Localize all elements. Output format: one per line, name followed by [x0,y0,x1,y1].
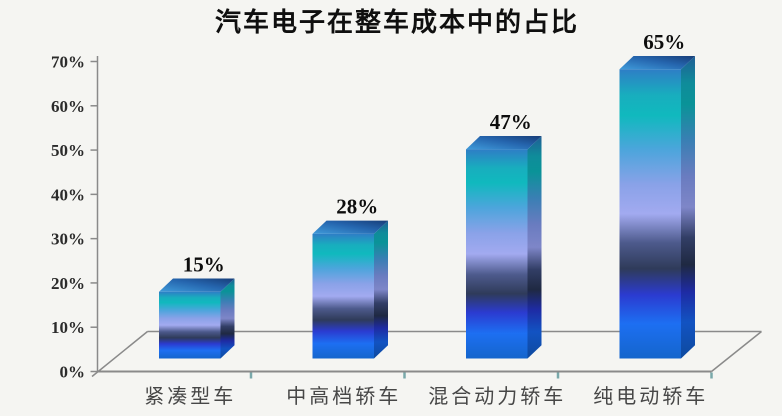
bar-front-face [159,291,221,359]
bar-value-label: 15% [183,252,225,276]
bar-side-face [527,136,542,359]
y-axis-tick-label: 30% [51,230,85,249]
bar-top-face [619,55,695,70]
floor-left-edge [91,330,148,378]
category-label: 紧凑型车 [144,385,236,408]
bar-side-face [220,278,235,359]
bar-side-face [374,220,388,359]
y-axis-tick-label: 70% [51,53,85,72]
floor-right-edge [711,330,762,373]
y-axis-tick-label: 50% [51,141,85,160]
bar-top-face [159,278,235,292]
y-axis-tick-label: 20% [51,274,85,293]
category-label: 混合动力轿车 [428,385,566,408]
category-label: 中高档轿车 [286,385,401,408]
bar-front-face [619,69,681,359]
bar-top-face [312,220,388,234]
bar-value-label: 47% [490,110,532,134]
y-axis-tick-label: 10% [51,318,85,337]
bar-value-label: 65% [643,30,685,54]
bar-value-label: 28% [336,195,378,219]
y-axis-tick-label: 40% [51,185,85,204]
bar-front-face [312,233,374,359]
bar-side-face [681,55,695,359]
y-axis-tick-label: 0% [60,363,86,382]
chart-title: 汽车电子在整车成本中的占比 [215,7,579,37]
bar-top-face [466,136,542,150]
bar-front-face [466,149,528,359]
category-label: 纯电动轿车 [593,385,708,408]
y-axis-tick-label: 60% [51,97,85,116]
